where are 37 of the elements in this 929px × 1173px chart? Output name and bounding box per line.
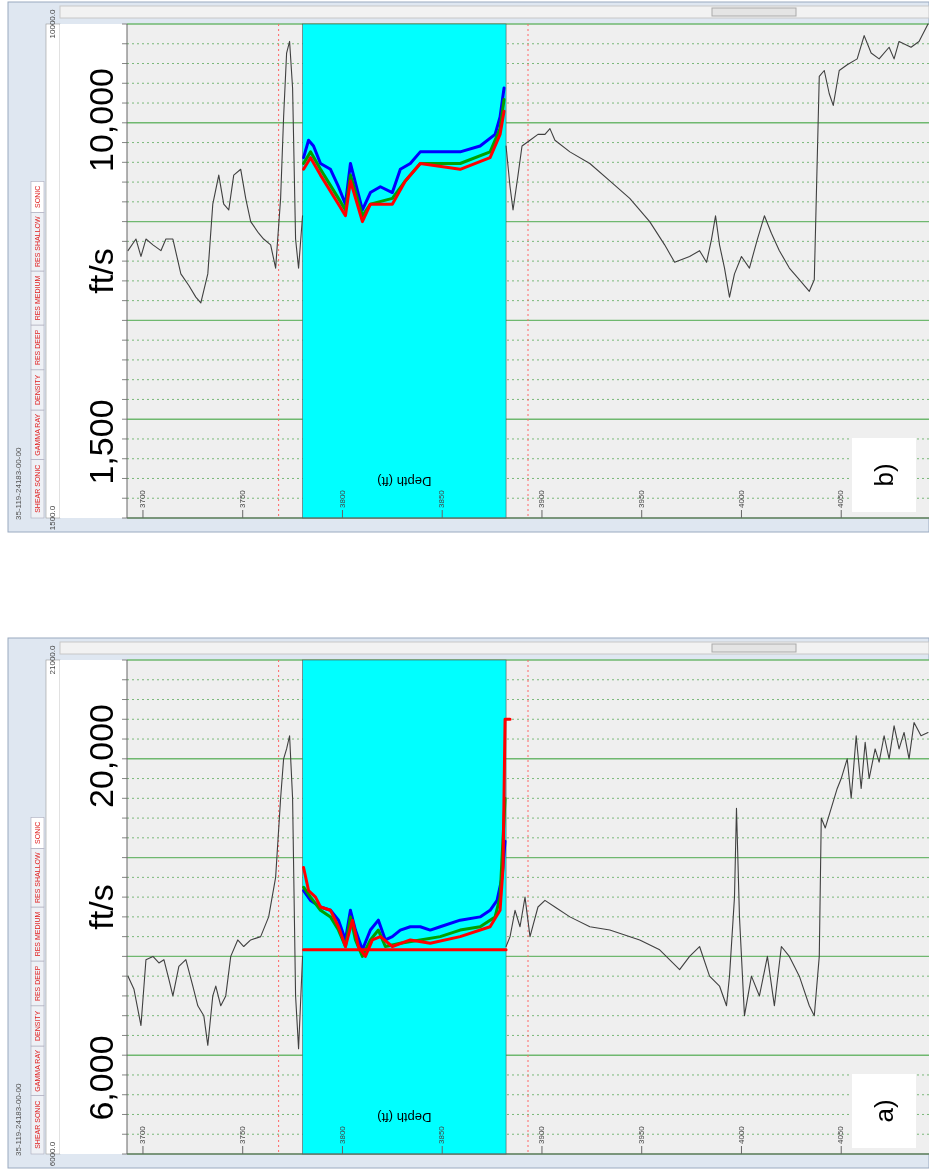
line-series [505,722,929,1017]
line-series [127,40,304,304]
x-tick-label: 3700 [138,1125,148,1144]
y-tick-label: 21000.0 [48,644,58,675]
x-tick-label: 4050 [836,1125,846,1144]
y-axis-title: ft/s [81,884,120,930]
text: a) [868,1099,899,1123]
text: 6,000 [81,1035,120,1121]
x-axis-title: Depth (ft) [377,1109,432,1125]
text: 35-119-24183-00-00 [14,447,24,520]
text: 10,000 [81,68,120,172]
x-axis-title: Depth (ft) [377,473,432,489]
text: 35-119-24183-00-00 [14,1083,24,1156]
text: 20,000 [81,704,120,808]
text: b) [868,463,899,487]
x-tick-label: 3850 [437,489,447,508]
x-tick-label: 3950 [636,1125,646,1144]
x-tick-label: 4050 [836,489,846,508]
y-tick-label: 10000.0 [48,8,58,39]
x-tick-label: 3800 [337,1125,347,1144]
x-tick-label: 3950 [636,489,646,508]
x-tick-label: 3900 [537,1125,547,1144]
x-tick-label: 4000 [736,489,746,508]
line-series [505,23,929,298]
line-series [127,735,304,1050]
x-tick-label: 3750 [237,1125,247,1144]
line-series [302,717,512,958]
y-tick-label: 1500.0 [48,505,58,531]
x-tick-label: 3750 [237,489,247,508]
y-tick-label: 6000.0 [48,1141,58,1167]
x-tick-label: 3700 [138,489,148,508]
x-tick-label: 3850 [437,1125,447,1144]
x-tick-label: 4000 [736,1125,746,1144]
text: 1,500 [81,399,120,485]
x-tick-label: 3900 [537,489,547,508]
y-axis-title: ft/s [81,248,120,294]
x-tick-label: 3800 [337,489,347,508]
